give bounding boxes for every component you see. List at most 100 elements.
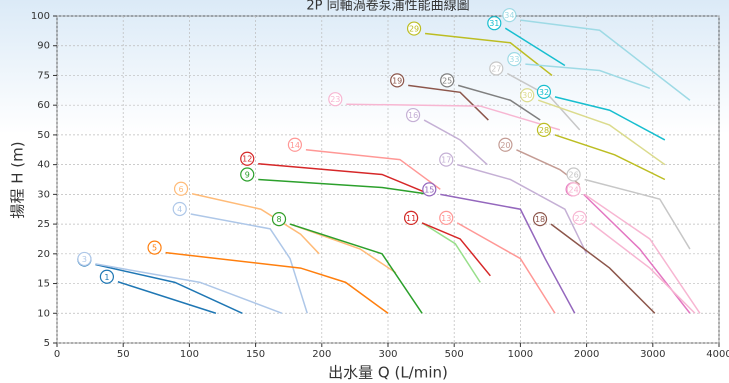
legend-label: 30 xyxy=(522,91,532,100)
curve xyxy=(584,193,701,314)
curve-label-badge xyxy=(99,269,115,284)
curve-label-badge xyxy=(487,16,502,31)
x-tick-label: 2000 xyxy=(574,349,599,360)
legend-label: 24 xyxy=(569,185,579,194)
curve xyxy=(421,222,491,277)
curve xyxy=(554,96,666,141)
y-tick-label: 30 xyxy=(37,189,50,200)
curve-label-badge xyxy=(287,137,303,152)
curve xyxy=(258,162,431,196)
x-tick-label: 300 xyxy=(378,349,397,360)
legend-label: 22 xyxy=(575,214,585,223)
curve-label-badge xyxy=(502,8,517,23)
curve xyxy=(117,281,217,314)
legend-label: 27 xyxy=(491,64,501,73)
curve-label-badge xyxy=(422,182,437,197)
curve-label-badge xyxy=(406,21,422,36)
legend-label: 17 xyxy=(441,156,451,165)
curve-label-badge xyxy=(489,61,504,76)
curve-label-badge xyxy=(147,240,162,255)
curve-label-badge xyxy=(507,52,522,67)
curve xyxy=(305,149,441,190)
curve xyxy=(190,213,308,314)
legend-label: 26 xyxy=(569,171,579,180)
y-tick-label: 100 xyxy=(31,11,50,22)
curve-label-badge xyxy=(566,167,581,182)
y-tick-label: 15 xyxy=(37,279,50,290)
legend-label: 23 xyxy=(330,95,340,104)
curve xyxy=(537,99,666,166)
legend-label: 3 xyxy=(82,255,87,264)
legend-label: 6 xyxy=(179,185,184,194)
curve-label-badge xyxy=(240,167,255,182)
curve xyxy=(584,178,691,250)
legend-label: 19 xyxy=(392,76,402,85)
curve xyxy=(346,103,561,131)
legend-label: 4 xyxy=(177,205,182,214)
curve-label-badge xyxy=(520,88,535,103)
curve-label-badge xyxy=(439,210,454,226)
x-tick-label: 100 xyxy=(180,349,199,360)
curve xyxy=(423,119,488,166)
legend-label: 14 xyxy=(290,141,300,150)
curve xyxy=(258,178,431,196)
x-tick-label: 4000 xyxy=(706,349,729,360)
curve xyxy=(590,222,696,314)
y-tick-label: 50 xyxy=(37,130,50,141)
x-tick-label: 200 xyxy=(312,349,331,360)
y-tick-label: 20 xyxy=(37,249,50,260)
curve xyxy=(457,163,588,255)
legend-label: 31 xyxy=(489,19,499,28)
y-tick-label: 5 xyxy=(44,338,50,349)
curve-label-badge xyxy=(536,84,552,99)
legend-label: 9 xyxy=(245,171,250,180)
curve-label-badge xyxy=(328,92,343,107)
curve xyxy=(520,19,691,101)
legend-label: 1 xyxy=(104,273,109,282)
curve-label-badge xyxy=(498,137,513,152)
curve-label-badge xyxy=(271,211,287,227)
y-tick-label: 40 xyxy=(37,160,50,171)
legend-label: 11 xyxy=(406,214,416,223)
curve-label-badge xyxy=(405,107,421,123)
legend-label: 34 xyxy=(504,11,514,20)
curve-label-badge xyxy=(572,210,587,226)
legend-label: 20 xyxy=(500,141,510,150)
chart-title: 2P 同軸渦卷泵浦性能曲線圖 xyxy=(306,0,469,14)
curve-label-badge xyxy=(403,210,419,226)
legend-label: 12 xyxy=(242,155,252,164)
y-tick-label: 60 xyxy=(37,100,50,111)
curve xyxy=(554,134,666,181)
curve xyxy=(440,193,576,314)
curve xyxy=(504,27,566,67)
curve-label-badge xyxy=(390,73,405,88)
x-tick-label: 500 xyxy=(445,349,464,360)
curve xyxy=(95,263,243,314)
curve xyxy=(408,84,489,121)
y-tick-label: 90 xyxy=(37,41,50,52)
legend-label: 28 xyxy=(539,126,549,135)
curve-label-badge xyxy=(240,151,255,166)
legend-label: 15 xyxy=(424,185,434,194)
curve xyxy=(506,72,581,131)
x-tick-label: 150 xyxy=(246,349,265,360)
x-tick-label: 3000 xyxy=(640,349,665,360)
y-axis-label: 揚程 H (m) xyxy=(9,141,27,218)
x-axis-label: 出水量 Q (L/min) xyxy=(328,364,448,382)
curve xyxy=(456,222,556,314)
x-tick-label: 50 xyxy=(117,349,130,360)
curve xyxy=(421,222,481,283)
curve-label-badge xyxy=(77,251,92,267)
curve xyxy=(165,251,389,314)
curve xyxy=(289,223,423,314)
curve xyxy=(95,263,283,314)
curve-label-badge xyxy=(440,73,455,88)
legend-label: 25 xyxy=(442,76,452,85)
legend-label: 8 xyxy=(276,215,281,224)
legend-label: 18 xyxy=(535,215,545,224)
y-tick-label: 25 xyxy=(37,219,50,230)
legend-label: 16 xyxy=(408,111,418,120)
legend-label: 29 xyxy=(409,25,419,34)
